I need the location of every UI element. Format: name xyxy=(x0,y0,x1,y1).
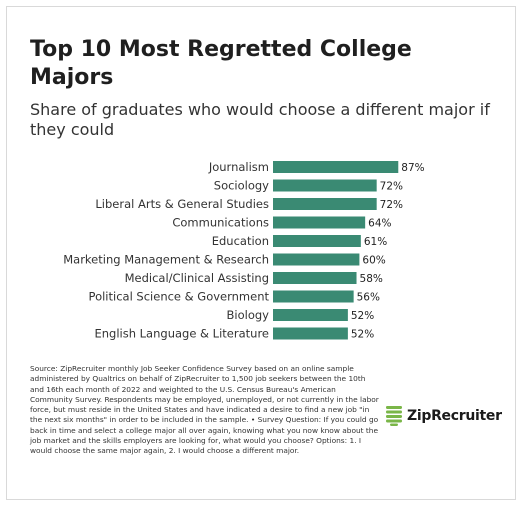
data-label: 87% xyxy=(401,162,424,174)
category-label: English Language & Literature xyxy=(94,327,269,341)
category-label: Marketing Management & Research xyxy=(63,253,269,267)
category-label: Education xyxy=(212,234,269,248)
data-label: 61% xyxy=(364,236,387,248)
chart-title: Top 10 Most Regretted College Majors xyxy=(30,37,412,90)
data-label: 64% xyxy=(368,218,391,230)
bar xyxy=(273,272,357,284)
category-label: Liberal Arts & General Studies xyxy=(95,197,269,211)
category-label: Political Science & Government xyxy=(89,290,270,304)
category-label: Communications xyxy=(172,216,269,230)
bar xyxy=(273,216,366,229)
chart-subtitle: Share of graduates who would choose a di… xyxy=(30,100,490,139)
data-label: 58% xyxy=(360,273,383,285)
bar xyxy=(273,253,360,266)
data-label: 56% xyxy=(357,292,380,304)
category-label: Journalism xyxy=(208,160,269,174)
bar xyxy=(273,290,354,303)
category-label: Sociology xyxy=(214,179,269,193)
ziprecruiter-logo-icon xyxy=(386,406,402,426)
bar xyxy=(273,327,348,340)
bar xyxy=(273,179,377,192)
chart-frame xyxy=(6,6,516,500)
bar xyxy=(273,235,361,247)
source-note: Source: ZipRecruiter monthly Job Seeker … xyxy=(30,364,379,456)
data-label: 60% xyxy=(362,255,385,267)
bar xyxy=(273,309,348,321)
ziprecruiter-logo: ZipRecruiter xyxy=(385,402,502,430)
category-label: Medical/Clinical Assisting xyxy=(125,271,269,285)
logo-text: ZipRecruiter xyxy=(407,408,502,424)
bar xyxy=(273,198,377,210)
category-label: Biology xyxy=(227,308,270,322)
data-label: 52% xyxy=(351,310,374,322)
data-label: 72% xyxy=(380,181,403,193)
data-label: 72% xyxy=(380,199,403,211)
bar-chart: Journalism 87% Sociology 72% Liberal Arts & … xyxy=(63,160,424,341)
data-label: 52% xyxy=(351,329,374,341)
bar xyxy=(273,161,399,173)
